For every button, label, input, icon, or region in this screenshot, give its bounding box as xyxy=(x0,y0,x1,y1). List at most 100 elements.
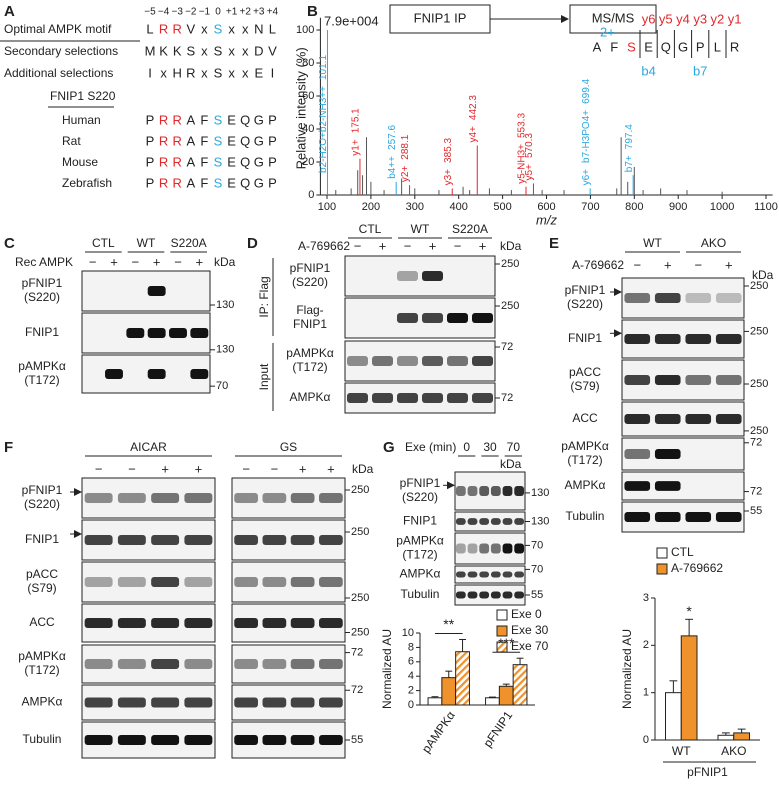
lane-sign: + xyxy=(299,461,307,476)
legend-label: Exe 30 xyxy=(511,623,549,637)
x-tick-label: 400 xyxy=(450,201,468,213)
x-tick-label: 100 xyxy=(318,201,336,213)
band xyxy=(105,369,123,379)
band xyxy=(502,486,513,496)
band xyxy=(624,375,651,385)
band xyxy=(290,577,315,587)
residue: P xyxy=(268,175,277,190)
residue: R xyxy=(159,133,168,148)
lane-sign: − xyxy=(89,254,97,269)
row-label: AMPKα xyxy=(565,478,606,492)
residue: P xyxy=(268,133,277,148)
y-tick-label: 100 xyxy=(296,24,314,36)
section-label: IP: Flag xyxy=(257,276,271,317)
band xyxy=(184,659,213,669)
residue: Q xyxy=(661,39,671,54)
marker-label: 72 xyxy=(501,392,513,404)
marker-label: 130 xyxy=(216,344,234,356)
lane-sign: − xyxy=(694,257,702,272)
band xyxy=(514,591,525,599)
row-label: FNIP1 xyxy=(293,317,327,331)
band xyxy=(290,493,315,503)
y-axis-title: Normalized AU xyxy=(380,629,394,709)
residue: R xyxy=(159,21,168,36)
x-tick-label: AKO xyxy=(721,744,746,758)
blot xyxy=(81,312,211,354)
band xyxy=(262,659,287,669)
band xyxy=(117,697,146,708)
position-label: −1 xyxy=(199,7,211,18)
residue: R xyxy=(173,112,182,127)
band xyxy=(151,618,180,628)
row-label: (S220) xyxy=(292,275,328,289)
residue: M xyxy=(145,43,156,58)
position-label: −2 xyxy=(185,7,197,18)
position-label: +1 xyxy=(226,7,238,18)
x-tick-label: 500 xyxy=(493,201,511,213)
x-tick-label: 300 xyxy=(406,201,424,213)
residue: K xyxy=(159,43,168,58)
band xyxy=(234,697,258,708)
band xyxy=(84,493,113,503)
band xyxy=(319,697,343,708)
group-label: S220A xyxy=(452,222,488,236)
position-label: −3 xyxy=(171,7,183,18)
row-label: pFNIP1 xyxy=(565,283,606,297)
lane-sign: + xyxy=(161,461,169,476)
band xyxy=(479,518,490,525)
mz-label: 699.4 xyxy=(581,78,592,103)
band xyxy=(262,618,287,628)
band xyxy=(234,493,258,503)
y-tick-label: 3 xyxy=(643,592,649,604)
row-label: pFNIP1 xyxy=(400,476,441,490)
row-label: FNIP1 xyxy=(568,331,602,345)
band xyxy=(397,393,418,403)
row-label: Flag- xyxy=(296,303,323,317)
row-label: Tubulin xyxy=(23,732,62,746)
band xyxy=(479,591,490,599)
panel-label: A xyxy=(4,3,15,20)
residue: R xyxy=(173,21,182,36)
panel-label: B xyxy=(307,3,318,20)
unit-label: kDa xyxy=(500,239,522,253)
band xyxy=(624,414,651,424)
band xyxy=(490,486,501,496)
band xyxy=(290,735,315,745)
residue: L xyxy=(714,39,721,54)
band xyxy=(624,481,651,491)
band xyxy=(190,328,209,338)
row-label: pACC xyxy=(569,365,601,379)
marker-label: 250 xyxy=(351,592,369,604)
band xyxy=(151,577,180,587)
residue: x xyxy=(201,65,208,80)
lane-sign: − xyxy=(242,461,250,476)
band xyxy=(479,571,490,578)
band xyxy=(84,535,113,545)
marker-label: 72 xyxy=(750,486,762,498)
legend-label: CTL xyxy=(671,545,694,559)
motif-label: Secondary selections xyxy=(4,44,118,58)
band xyxy=(234,577,258,587)
residue: H xyxy=(173,65,182,80)
ion-label: b7+ xyxy=(624,155,635,172)
marker-label: 250 xyxy=(750,378,768,390)
band xyxy=(685,375,712,385)
marker-label: 130 xyxy=(216,299,234,311)
treatment-label: Rec AMPK xyxy=(15,255,73,269)
row-label: (T172) xyxy=(24,373,59,387)
marker-label: 250 xyxy=(501,300,519,312)
band xyxy=(654,512,681,522)
group-label: pFNIP1 xyxy=(687,765,728,779)
panel-label: E xyxy=(549,235,559,252)
residue: G xyxy=(254,133,264,148)
marker-label: 130 xyxy=(531,487,549,499)
bar xyxy=(441,677,457,706)
band xyxy=(290,618,315,628)
band xyxy=(447,393,468,403)
residue: R xyxy=(159,154,168,169)
row-label: (S220) xyxy=(567,297,603,311)
row-label: pFNIP1 xyxy=(290,261,331,275)
mz-label: 797.4 xyxy=(624,124,635,149)
band xyxy=(290,697,315,708)
